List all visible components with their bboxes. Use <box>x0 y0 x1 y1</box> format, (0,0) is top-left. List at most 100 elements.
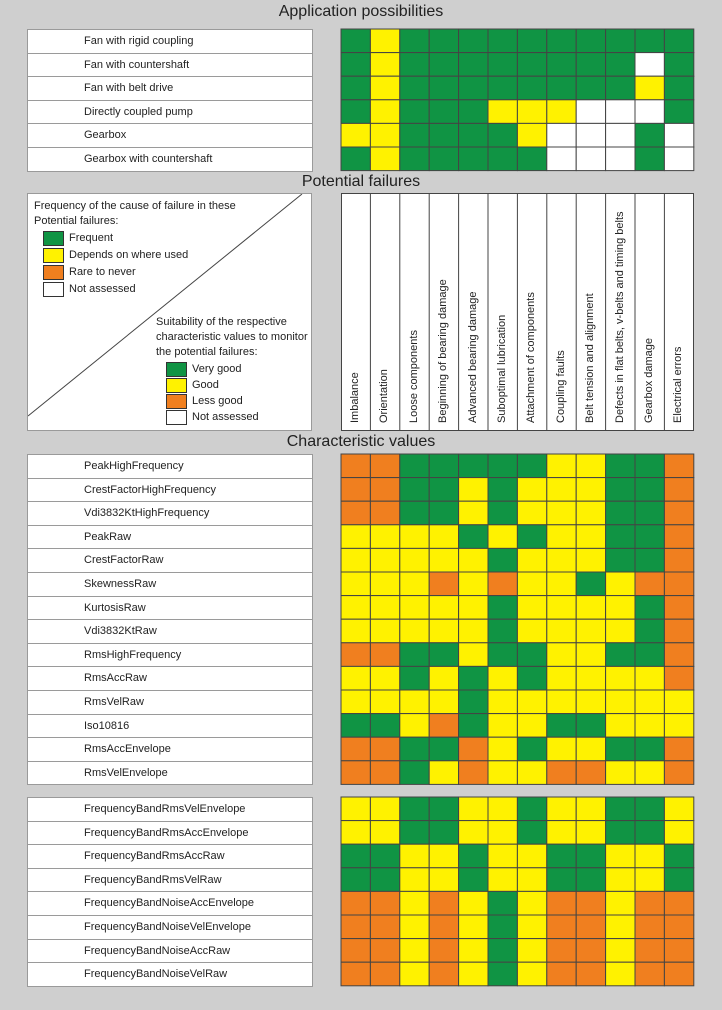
frequency-band-cell <box>487 890 518 916</box>
characteristic-cell <box>399 477 430 502</box>
characteristic-cell <box>369 524 401 549</box>
frequency-band-cell <box>369 867 401 892</box>
characteristic-cell <box>605 713 636 738</box>
characteristic-cell <box>634 760 665 785</box>
frequency-band-cell <box>428 914 460 940</box>
application-cell <box>428 99 460 124</box>
characteristic-cell <box>399 713 430 738</box>
characteristic-cell <box>663 571 695 597</box>
frequency-band-cell <box>546 820 577 845</box>
application-cell <box>575 75 607 101</box>
frequency-band-cell <box>428 938 460 963</box>
application-cell <box>546 122 577 148</box>
frequency-band-cell <box>428 843 460 869</box>
characteristic-cell <box>663 618 695 644</box>
characteristic-row-label: KurtosisRaw <box>27 595 313 621</box>
characteristic-cell <box>458 571 489 597</box>
frequency-band-cell <box>605 890 636 916</box>
characteristic-cell <box>340 760 371 785</box>
application-cell <box>458 28 489 54</box>
frequency-band-cell <box>634 938 665 963</box>
application-cell <box>634 146 665 172</box>
characteristic-cell <box>399 453 430 479</box>
frequency-band-cell <box>605 938 636 963</box>
characteristic-cell <box>399 571 430 597</box>
characteristic-cell <box>663 665 695 691</box>
frequency-band-cell <box>369 843 401 869</box>
characteristic-cell <box>458 713 489 738</box>
suitability-legend-title-1: Suitability of the respective <box>156 316 287 328</box>
frequency-band-cell <box>634 890 665 916</box>
failures-section-title: Potential failures <box>301 173 421 190</box>
frequency-band-cell <box>458 914 489 940</box>
characteristic-cell <box>546 760 577 785</box>
characteristic-cell <box>605 689 636 715</box>
frequency-band-cell <box>369 961 401 987</box>
characteristic-cell <box>458 595 489 620</box>
frequency-band-cell <box>663 843 695 869</box>
characteristic-cell <box>458 736 489 762</box>
characteristic-cell <box>428 713 460 738</box>
frequency-band-cell <box>399 820 430 845</box>
application-row-label: Fan with belt drive <box>27 76 313 101</box>
characteristic-cell <box>458 665 489 691</box>
characteristic-cell <box>663 524 695 549</box>
characteristic-cell <box>428 547 460 573</box>
characteristic-cell <box>428 642 460 667</box>
frequency-band-cell <box>399 890 430 916</box>
application-cell <box>428 146 460 172</box>
application-cell <box>663 28 695 54</box>
frequency-band-cell <box>575 796 607 822</box>
characteristic-cell <box>516 665 548 691</box>
characteristic-cell <box>428 453 460 479</box>
characteristic-cell <box>575 571 607 597</box>
application-cell <box>487 75 518 101</box>
application-cell <box>369 75 401 101</box>
characteristic-cell <box>605 618 636 644</box>
frequency-band-cell <box>575 843 607 869</box>
characteristic-cell <box>634 689 665 715</box>
characteristic-cell <box>340 736 371 762</box>
characteristic-cell <box>516 689 548 715</box>
characteristic-row-label: RmsHighFrequency <box>27 642 313 668</box>
characteristic-cell <box>605 500 636 526</box>
frequency-band-cell <box>546 867 577 892</box>
application-cell <box>663 75 695 101</box>
characteristic-cell <box>634 500 665 526</box>
application-cell <box>458 99 489 124</box>
characteristic-row-label: RmsAccEnvelope <box>27 737 313 762</box>
application-cell <box>458 146 489 172</box>
frequency-band-cell <box>663 867 695 892</box>
characteristic-cell <box>663 713 695 738</box>
characteristic-cell <box>575 547 607 573</box>
characteristic-cell <box>575 477 607 502</box>
suitability-swatch-not-assessed <box>166 410 187 425</box>
characteristic-cell <box>605 760 636 785</box>
application-cell <box>340 52 371 77</box>
characteristic-cell <box>369 760 401 785</box>
characteristic-cell <box>546 477 577 502</box>
characteristic-cell <box>487 642 518 667</box>
frequency-band-cell <box>369 938 401 963</box>
characteristic-cell <box>575 642 607 667</box>
application-cell <box>399 28 430 54</box>
characteristic-cell <box>634 713 665 738</box>
application-cell <box>575 52 607 77</box>
characteristic-cell <box>428 760 460 785</box>
characteristic-cell <box>340 571 371 597</box>
characteristic-row-label: PeakRaw <box>27 524 313 550</box>
frequency-band-cell <box>458 820 489 845</box>
characteristic-cell <box>546 713 577 738</box>
frequency-label-not-assessed: Not assessed <box>69 283 136 295</box>
application-cell <box>487 52 518 77</box>
frequency-band-cell <box>399 938 430 963</box>
characteristic-row-label: RmsVelEnvelope <box>27 760 313 786</box>
characteristic-cell <box>605 665 636 691</box>
application-cell <box>340 146 371 172</box>
characteristic-cell <box>487 760 518 785</box>
application-cell <box>487 146 518 172</box>
characteristic-cell <box>487 689 518 715</box>
characteristic-cell <box>634 571 665 597</box>
frequency-band-cell <box>605 914 636 940</box>
characteristic-cell <box>663 547 695 573</box>
